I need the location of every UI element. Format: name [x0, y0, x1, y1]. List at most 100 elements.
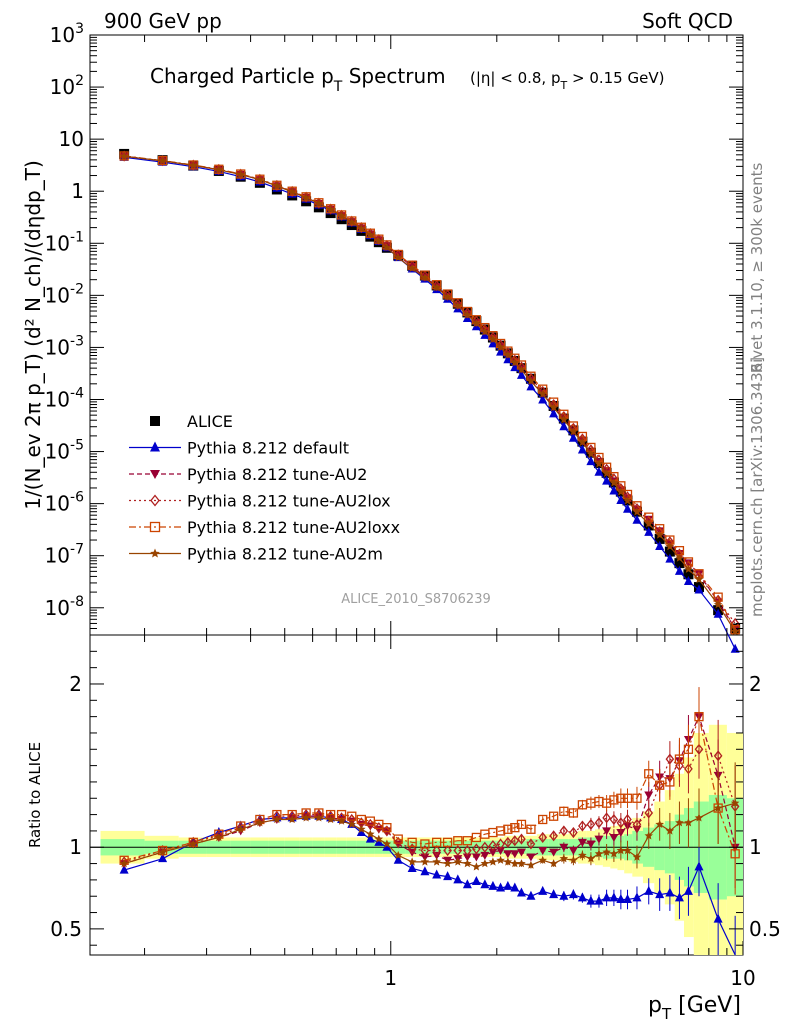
ratio-point-au2m [538, 855, 547, 864]
ratio-point-default [453, 874, 463, 884]
ratio-point-au2 [488, 848, 498, 857]
ratio-point-au2m [694, 813, 704, 822]
ratio-point-au2lox [713, 750, 723, 762]
ratio-point-au2m [255, 818, 265, 827]
top-point-au2loxx [325, 204, 336, 214]
ratio-point-au2m [407, 857, 417, 866]
ratio-point-au2lox [694, 743, 704, 755]
top-point-au2m [578, 437, 587, 446]
analysis-id: ALICE_2010_S8706239 [341, 592, 491, 607]
top-point-default [609, 485, 619, 495]
ratio-point-au2loxx [538, 814, 548, 825]
legend-label-au2loxx: Pythia 8.212 tune-AU2loxx [187, 518, 400, 537]
ratio-point-au2m [357, 824, 366, 833]
ratio-point-au2m [301, 813, 311, 822]
ratio-point-au2m [684, 818, 693, 827]
legend-entry-au2m: Pythia 8.212 tune-AU2m [129, 545, 383, 564]
ratio-point-au2 [526, 853, 536, 862]
ratio-point-default [526, 890, 536, 900]
top-point-au2m [569, 427, 578, 436]
top-point-default [644, 526, 654, 536]
top-point-au2m [357, 224, 366, 233]
top-point-default [586, 456, 596, 466]
ratio-point-au2loxx [432, 837, 442, 847]
ratio-point-default [432, 869, 442, 879]
ratio-point-au2lox [578, 820, 587, 832]
top-point-au2loxx [347, 216, 357, 226]
top-line-default [124, 156, 736, 650]
top-point-au2m [347, 217, 357, 226]
ratio-point-au2lox [366, 818, 375, 830]
top-point-au2lox [503, 347, 513, 359]
ratio-point-au2 [616, 829, 626, 838]
top-point-au2m [472, 318, 481, 327]
ratio-point-au2loxx [665, 777, 675, 787]
top-point-au2m [616, 487, 626, 496]
ratio-point-default [382, 841, 392, 851]
ratio-panel-axes: 0.5 0.5 1 1 2 2 1 10 [50, 635, 781, 990]
ratio-point-au2lox [517, 833, 526, 845]
x-tick-label: 10 [730, 966, 755, 990]
y-axis-label-top: 1/(N_ev 2π p_T) (d² N_ch)/(dηdp_T) [21, 160, 45, 510]
legend-label-au2: Pythia 8.212 tune-AU2 [187, 465, 367, 484]
ratio-point-au2lox [665, 753, 675, 765]
top-point-au2m [443, 292, 452, 301]
top-point-default [577, 444, 587, 454]
ratio-point-au2lox [443, 844, 452, 857]
ratio-point-au2m [665, 826, 675, 835]
title-main: Charged Particle p [150, 64, 334, 88]
ratio-point-au2m [420, 857, 430, 866]
ratio-point-default [407, 862, 417, 872]
ratio-point-au2loxx [510, 823, 520, 833]
legend-label-data: ALICE [187, 412, 233, 431]
ratio-point-au2loxx [609, 795, 619, 805]
y-tick-label-ratio: 1 [69, 835, 82, 859]
ratio-point-au2lox [374, 822, 384, 834]
ratio-point-au2loxx [420, 839, 430, 849]
ratio-point-au2m [189, 839, 198, 848]
plot-cut: (|η| < 0.8, pT > 0.15 GeV) [470, 69, 664, 92]
legend-marker-default [150, 441, 160, 452]
top-point-au2lox [496, 339, 505, 351]
ratio-point-default [568, 889, 578, 899]
top-point-au2m [526, 376, 536, 385]
ratio-point-au2m [432, 857, 441, 866]
ratio-point-au2lox [453, 844, 463, 857]
ratio-point-default [665, 887, 675, 897]
ratio-point-au2m [214, 832, 224, 842]
ratio-point-au2 [577, 838, 587, 847]
ratio-point-default [713, 913, 723, 923]
top-point-au2m [453, 301, 463, 310]
ratio-point-default [683, 885, 693, 895]
ratio-point-au2m [326, 815, 335, 824]
top-point-au2lox [488, 331, 498, 343]
ratio-point-au2lox [538, 831, 548, 844]
ratio-point-au2loxx [393, 834, 403, 844]
ratio-point-au2m [463, 859, 472, 868]
ratio-point-default [623, 893, 633, 903]
ratio-point-au2loxx [526, 824, 536, 834]
top-line-au2m [124, 155, 736, 632]
top-point-au2m [236, 170, 245, 179]
ratio-point-au2m [644, 831, 653, 840]
top-point-au2m [609, 478, 619, 487]
ratio-point-au2lox [586, 818, 596, 830]
ratio-point-au2lox [255, 815, 265, 827]
ratio-point-au2 [594, 835, 604, 844]
y-tick-label-ratio: 2 [69, 672, 82, 696]
ratio-point-default [420, 866, 430, 876]
ratio-point-au2lox [432, 844, 441, 857]
y-tick-label-top: 103 [50, 21, 84, 47]
top-point-au2loxx [365, 228, 375, 238]
top-point-au2m [586, 449, 596, 458]
top-point-au2m [463, 310, 472, 319]
top-point-default [516, 369, 526, 379]
top-point-au2loxx [272, 180, 282, 190]
x-tick-label: 1 [384, 966, 397, 990]
header-right: Soft QCD [642, 9, 733, 33]
top-point-default [665, 553, 675, 563]
ratio-point-au2m [480, 859, 490, 868]
top-point-au2lox [480, 324, 490, 336]
ratio-point-au2loxx [694, 711, 704, 722]
